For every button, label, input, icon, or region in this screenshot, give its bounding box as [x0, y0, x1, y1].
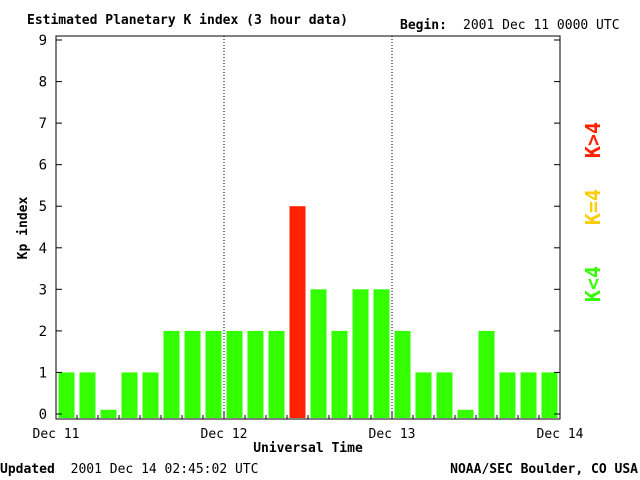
bar-14: [352, 289, 369, 418]
x-axis-title: Universal Time: [253, 441, 363, 456]
footer-source: NOAA/SEC Boulder, CO USA: [450, 462, 638, 477]
bar-12: [310, 289, 327, 418]
bar-13: [331, 330, 348, 418]
bar-1: [79, 372, 96, 418]
x-tick-label-1: Dec 12: [201, 427, 248, 442]
legend-item-0: K>4: [581, 122, 605, 158]
bar-19: [457, 409, 474, 418]
y-axis-title: Kp index: [16, 197, 31, 260]
x-axis: Dec 11 Dec 12 Dec 13 Dec 14: [33, 411, 584, 442]
bar-3: [121, 372, 138, 418]
y-tick-label-0: 0: [39, 407, 47, 423]
legend-item-2: K<4: [581, 266, 605, 302]
bar-15: [373, 289, 390, 418]
y-tick-label-7: 7: [39, 116, 47, 132]
bar-22: [520, 372, 537, 418]
bar-21: [499, 372, 516, 418]
bar-11: [289, 206, 306, 418]
y-tick-label-6: 6: [39, 158, 47, 174]
chart-title: Estimated Planetary K index (3 hour data…: [27, 13, 348, 28]
x-tick-label-3: Dec 14: [537, 427, 584, 442]
bar-5: [163, 330, 180, 418]
updated-label: Updated: [0, 462, 55, 477]
x-tick-label-2: Dec 13: [369, 427, 416, 442]
y-tick-label-3: 3: [39, 282, 47, 298]
bar-18: [436, 372, 453, 418]
y-tick-label-9: 9: [39, 33, 47, 49]
y-tick-label-2: 2: [39, 324, 47, 340]
footer-updated: Updated 2001 Dec 14 02:45:02 UTC: [0, 462, 258, 477]
bar-0: [58, 372, 75, 418]
y-tick-label-1: 1: [39, 365, 47, 381]
bar-16: [394, 330, 411, 418]
bar-8: [226, 330, 243, 418]
bar-17: [415, 372, 432, 418]
y-tick-label-8: 8: [39, 75, 47, 91]
bar-23: [541, 372, 558, 418]
bar-10: [268, 330, 285, 418]
y-axis: 0 1 2 3 4 5 6 7 8 9: [39, 33, 560, 423]
x-tick-label-0: Dec 11: [33, 427, 80, 442]
bar-20: [478, 330, 495, 418]
bar-7: [205, 330, 222, 418]
bar-2: [100, 409, 117, 418]
bar-9: [247, 330, 264, 418]
y-tick-label-5: 5: [39, 199, 47, 215]
legend: K>4 K=4 K<4: [581, 122, 605, 302]
bar-6: [184, 330, 201, 418]
legend-item-1: K=4: [581, 189, 605, 225]
bar-4: [142, 372, 159, 418]
updated-value: 2001 Dec 14 02:45:02 UTC: [71, 462, 259, 477]
bars-group: [58, 206, 558, 418]
begin-label: Begin:: [400, 18, 447, 33]
y-tick-label-4: 4: [39, 241, 47, 257]
begin-value: 2001 Dec 11 0000 UTC: [463, 18, 620, 33]
